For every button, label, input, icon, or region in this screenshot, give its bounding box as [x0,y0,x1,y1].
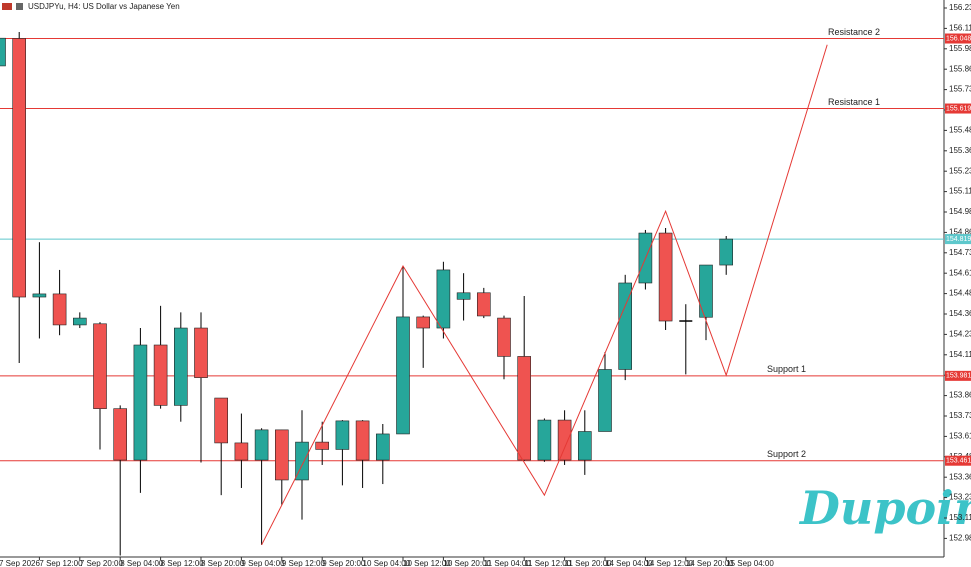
y-tick-label: 156.110 [949,24,971,33]
x-tick-label: 8 Sep 12:00 [161,559,205,567]
y-tick-label: 154.610 [949,268,971,277]
candle-body [416,316,431,329]
candle-body [699,264,713,318]
x-tick-label: 14 Sep 20:00 [686,559,734,567]
x-tick-label: 10 Sep 20:00 [443,559,491,567]
candle-body [476,292,491,317]
price-tag: 154.819 [946,236,971,243]
candle-body [577,431,592,461]
y-tick-label: 153.110 [949,513,971,522]
x-tick-label: 9 Sep 12:00 [282,559,326,567]
level-label: Resistance 1 [828,97,880,107]
price-tag: 153.461 [946,458,971,465]
level-label: Support 1 [767,364,806,374]
candle-body [658,232,673,322]
price-tag-bg [945,455,971,466]
candle-body [456,292,471,300]
y-tick-label: 155.360 [949,146,971,155]
x-tick-label: 7 Sep 2026 [0,559,40,567]
candle-body [396,316,410,435]
y-tick-label: 154.110 [949,350,971,359]
candle-body [194,327,208,378]
candle-body [557,419,572,461]
y-tick-label: 153.735 [949,411,971,420]
y-tick-label: 155.985 [949,44,971,53]
price-tag: 156.048 [946,35,971,42]
x-tick-label: 8 Sep 20:00 [201,559,245,567]
candle-body [598,369,612,432]
y-tick-label: 155.485 [949,126,971,135]
candle-body [153,344,168,406]
y-tick-label: 155.735 [949,85,971,94]
price-tag: 153.981 [946,373,971,380]
candle-body [719,238,734,266]
x-tick-label: 11 Sep 12:00 [524,559,572,567]
price-tag-bg [945,234,971,245]
candle-body [375,433,390,461]
zigzag-line [261,44,828,546]
candle-body [234,442,249,461]
y-tick-label: 155.235 [949,166,971,175]
candle-body [93,323,107,409]
y-tick-label: 155.860 [949,64,971,73]
x-tick-label: 15 Sep 04:00 [726,559,774,567]
y-tick-label: 153.360 [949,472,971,481]
candle-body [12,38,26,298]
candle-body [254,429,269,461]
y-tick-label: 152.985 [949,534,971,543]
candle-body [133,344,148,461]
level-label: Resistance 2 [828,27,880,37]
candle-body [73,317,87,326]
y-tick-label: 153.860 [949,391,971,400]
y-tick-label: 154.485 [949,289,971,298]
x-tick-label: 9 Sep 20:00 [322,559,366,567]
flag-icon [2,3,12,10]
candle-body [497,317,511,357]
y-tick-label: 154.985 [949,207,971,216]
x-tick-label: 14 Sep 12:00 [645,559,693,567]
brand-logo: Dupoin [798,481,971,535]
candle-body [295,441,309,481]
x-tick-label: 8 Sep 04:00 [120,559,164,567]
candle-body [0,37,6,67]
candle-body [335,420,350,450]
candle-body [517,356,532,461]
candle-body [113,408,127,461]
y-tick-label: 155.110 [949,187,971,196]
price-tag: 155.619 [946,105,971,112]
x-tick-label: 10 Sep 04:00 [363,559,411,567]
x-tick-label: 7 Sep 12:00 [39,559,83,567]
y-tick-label: 153.235 [949,493,971,502]
x-tick-label: 11 Sep 20:00 [565,559,613,567]
y-tick-label: 153.610 [949,432,971,441]
x-tick-label: 9 Sep 04:00 [241,559,285,567]
y-tick-label: 154.235 [949,330,971,339]
candle-body [355,420,370,461]
level-label: Support 2 [767,449,806,459]
candle-body [436,269,451,329]
y-tick-label: 154.860 [949,228,971,237]
candle-body [52,293,67,326]
candle-body [32,293,47,298]
x-tick-label: 14 Sep 04:00 [605,559,653,567]
price-tag-bg [945,33,971,44]
chart-title: USDJPYu, H4: US Dollar vs Japanese Yen [28,2,180,11]
candle-body [618,282,633,370]
x-tick-label: 11 Sep 04:00 [484,559,532,567]
y-tick-label: 154.360 [949,309,971,318]
y-tick-label: 156.235 [949,3,971,12]
x-tick-label: 7 Sep 20:00 [80,559,124,567]
candle-body [274,429,289,481]
x-tick-label: 10 Sep 12:00 [403,559,451,567]
candle-body [214,397,228,444]
candle-body [537,419,552,461]
candle-body [315,441,330,450]
price-tag-bg [945,103,971,114]
candle-body [174,327,188,406]
price-tag-bg [945,370,971,381]
y-tick-label: 154.735 [949,248,971,257]
menu-icon [16,3,23,10]
